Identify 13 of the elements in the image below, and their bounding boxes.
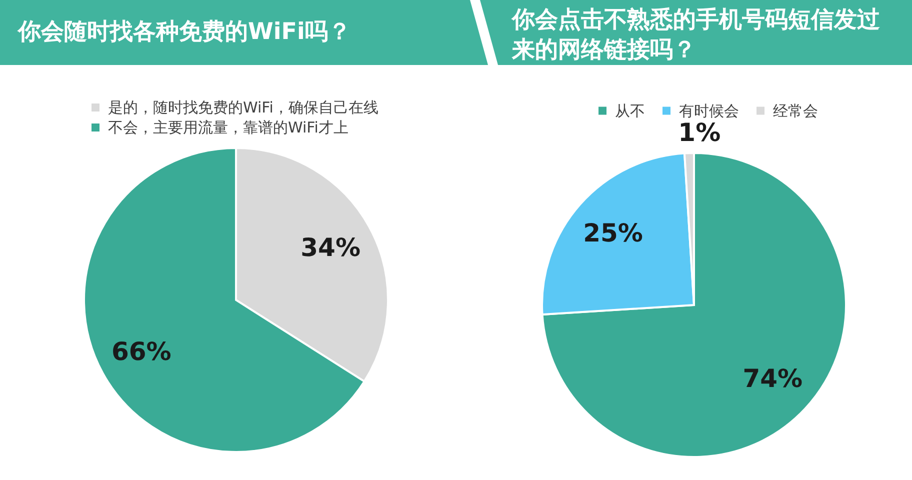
chart-title: 你会点击不熟悉的手机号码短信发过来的网络链接吗？ — [512, 6, 881, 65]
legend-label: 经常会 — [773, 102, 818, 120]
pie-slice — [541, 152, 847, 458]
legend-label: 不会，主要用流量，靠谱的WiFi才上 — [108, 118, 348, 136]
data-label: 1% — [678, 118, 721, 148]
legend-label: 有时候会 — [679, 102, 739, 120]
legend-label: 是的，随时找免费的WiFi，确保自己在线 — [108, 98, 378, 116]
data-label: 34% — [300, 233, 360, 262]
chart-title: 你会随时找各种免费的WiFi吗？ — [18, 18, 352, 47]
data-label: 25% — [583, 218, 643, 248]
data-label: 74% — [742, 364, 803, 393]
data-label: 66% — [112, 336, 172, 366]
legend-label: 从不 — [615, 102, 645, 120]
